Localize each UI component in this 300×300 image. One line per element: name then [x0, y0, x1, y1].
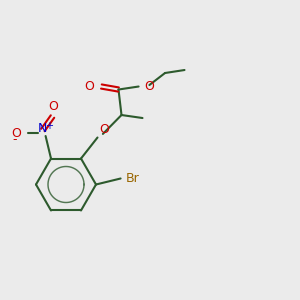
Text: -: - [12, 133, 17, 146]
Text: Br: Br [126, 172, 140, 185]
Text: O: O [144, 80, 154, 93]
Text: O: O [12, 127, 22, 140]
Text: N: N [37, 122, 47, 134]
Text: O: O [99, 123, 109, 136]
Text: O: O [48, 100, 58, 113]
Text: +: + [46, 121, 53, 131]
Text: O: O [85, 80, 94, 93]
